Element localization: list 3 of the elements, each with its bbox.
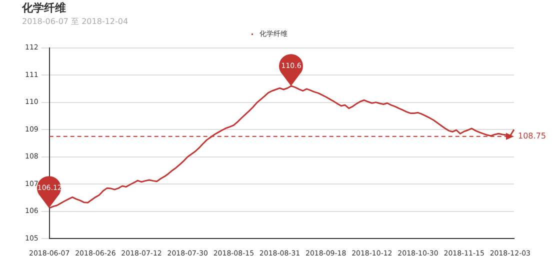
chart-subtitle: 2018-06-07 至 2018-12-04 <box>22 17 128 26</box>
ref-line-label: 108.75 <box>518 131 546 140</box>
chart-title: 化学纤维 <box>21 1 66 14</box>
